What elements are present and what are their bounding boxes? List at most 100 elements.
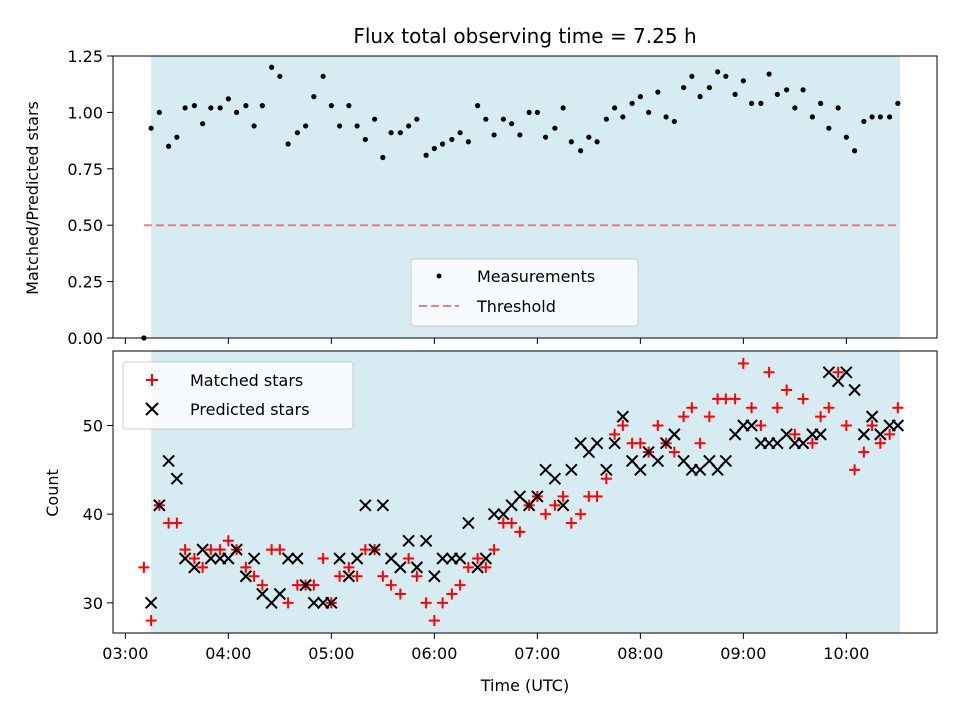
matched-star-point — [188, 553, 200, 565]
predicted-star-point — [359, 499, 372, 512]
predicted-star-point — [170, 472, 184, 485]
matched-star-point — [849, 464, 861, 476]
matched-star-point — [600, 473, 612, 485]
matched-star-point — [565, 517, 577, 529]
predicted-star-point — [590, 437, 604, 450]
matched-star-point — [549, 499, 561, 511]
matched-star-point — [248, 570, 260, 582]
measurement-point — [414, 116, 420, 122]
measurement-point — [792, 105, 798, 111]
predicted-star-point — [436, 552, 449, 565]
matched-star-point — [171, 517, 183, 529]
measurement-point — [156, 109, 162, 115]
matched-star-point — [591, 490, 603, 502]
measurement-point — [809, 114, 815, 120]
y-tick-label-top: 1.00 — [67, 103, 103, 122]
matched-star-point — [823, 402, 835, 414]
predicted-star-point — [368, 543, 381, 556]
measurement-point — [740, 78, 746, 84]
matched-star-point — [737, 357, 749, 369]
matched-star-point — [694, 437, 706, 449]
matched-star-point — [420, 597, 432, 609]
measurement-point — [877, 114, 883, 120]
matched-star-point — [317, 553, 329, 565]
matched-star-point — [832, 366, 844, 378]
matched-star-point — [179, 544, 191, 556]
predicted-star-point — [394, 561, 407, 574]
measurement-point — [500, 116, 506, 122]
matched-star-point — [729, 393, 741, 405]
matched-star-point — [557, 490, 569, 502]
bottom-panel: 30 40 50 03:00 04:00 05:00 06:00 07:00 08:00 09:… — [43, 350, 938, 695]
predicted-star-point — [857, 428, 871, 441]
measurement-point — [483, 116, 489, 122]
measurement-point — [320, 73, 326, 79]
top-plot-frame — [112, 55, 938, 339]
predicted-star-point — [891, 419, 905, 432]
matched-star-point — [222, 535, 234, 547]
measurement-point — [406, 123, 412, 129]
legend-matched-marker — [146, 374, 158, 386]
top-panel: 0.00 0.25 0.50 0.75 1.00 1.25 Matched/Predict… — [23, 47, 938, 348]
predicted-star-point — [247, 552, 261, 565]
matched-star-point — [617, 419, 629, 431]
measurement-point — [655, 89, 661, 95]
x-tick-label: 05:00 — [308, 644, 354, 663]
matched-star-point — [197, 561, 209, 573]
measurement-point — [294, 130, 300, 136]
matched-star-point — [686, 402, 698, 414]
measurement-point — [612, 105, 618, 111]
matched-star-point — [394, 588, 406, 600]
measurement-point — [259, 103, 265, 109]
matched-star-point — [240, 561, 252, 573]
measurement-point — [784, 87, 790, 93]
measurement-point — [586, 134, 592, 140]
measurement-point — [362, 136, 368, 143]
measurement-point — [861, 118, 867, 125]
measurement-point — [148, 125, 154, 131]
matched-star-point — [678, 411, 690, 423]
matched-star-point — [789, 428, 801, 440]
measurement-point — [800, 87, 806, 93]
measurement-point — [681, 84, 687, 91]
predicted-star-point — [745, 419, 758, 432]
x-tick-label: 10:00 — [823, 644, 869, 663]
matched-star-point — [866, 419, 878, 431]
measurement-point — [337, 123, 343, 129]
measurement-point — [251, 123, 257, 129]
measurement-point — [887, 114, 893, 120]
matched-star-point — [256, 579, 268, 591]
measurement-point — [397, 130, 403, 136]
matched-star-point — [720, 393, 732, 405]
predicted-star-point — [162, 454, 175, 468]
matched-star-point — [308, 579, 320, 591]
measurement-point — [637, 94, 643, 100]
measurement-point — [732, 91, 738, 97]
measurement-point — [285, 141, 291, 147]
measurement-point — [182, 105, 188, 111]
measurement-point — [594, 139, 600, 145]
measurement-point — [200, 121, 206, 127]
measurement-point — [372, 116, 378, 122]
matched-star-point — [575, 508, 587, 520]
predicted-star-point — [556, 499, 570, 512]
legend-matched-label: Matched stars — [190, 371, 303, 390]
measurement-point — [449, 136, 455, 143]
bottom-legend: Matched stars Predicted stars — [122, 361, 354, 430]
y-tick-label-top: 0.75 — [67, 160, 103, 179]
measurement-point — [826, 125, 832, 131]
matched-star-point — [634, 437, 646, 449]
matched-star-point — [668, 446, 680, 458]
predicted-star-point — [230, 543, 243, 556]
measurement-point — [517, 132, 523, 138]
matched-star-point — [652, 419, 664, 431]
predicted-star-point — [548, 472, 562, 485]
matched-star-point — [815, 411, 827, 423]
predicted-star-point — [299, 578, 312, 592]
predicted-star-point — [600, 463, 613, 477]
measurement-point — [895, 100, 901, 106]
measurement-point — [208, 105, 214, 111]
measurement-point — [774, 91, 780, 97]
measurement-point — [475, 103, 481, 109]
measurement-point — [552, 125, 558, 131]
